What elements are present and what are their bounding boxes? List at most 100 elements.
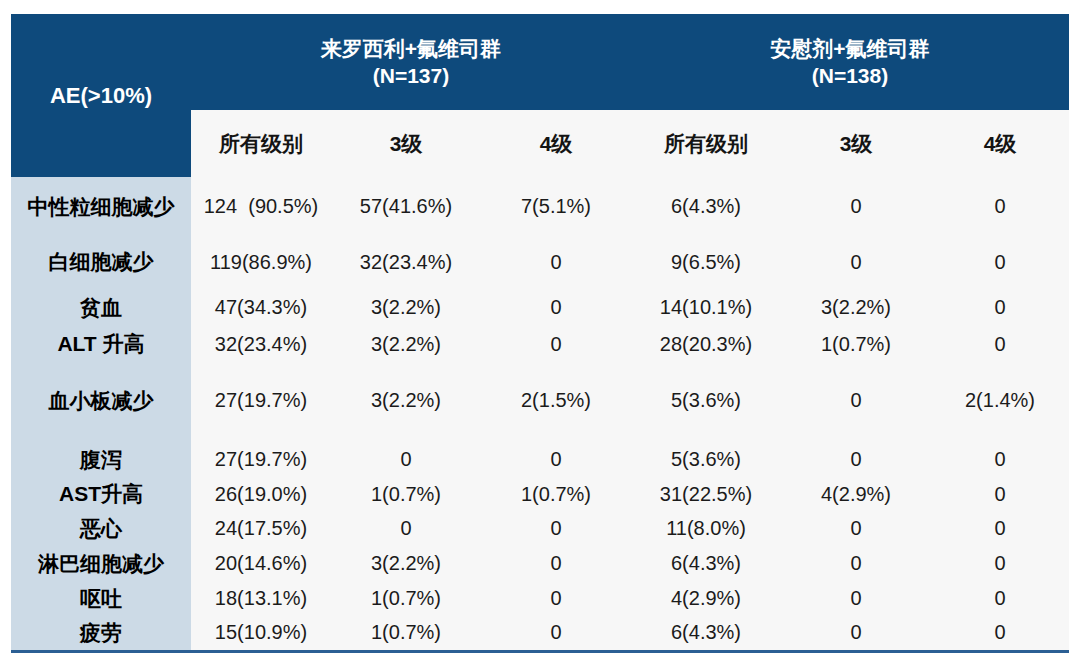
- ae-value-cell: 31(22.5%): [631, 477, 781, 511]
- ae-value-cell: 0: [481, 327, 631, 371]
- ae-value-cell: 0: [781, 616, 931, 651]
- ae-value-cell: 11(8.0%): [631, 511, 781, 546]
- table-row: 白细胞减少 119(86.9%) 32(23.4%) 0 9(6.5%) 0 0: [11, 236, 1069, 288]
- ae-value-cell: 1(0.7%): [331, 477, 481, 511]
- ae-value-cell: 15(10.9%): [191, 616, 331, 651]
- ae-value-cell: 27(19.7%): [191, 430, 331, 477]
- ae-row-label: 恶心: [11, 511, 191, 546]
- ae-row-label: 疲劳: [11, 616, 191, 651]
- ae-value-cell: 0: [781, 430, 931, 477]
- ae-value-cell: 1(0.7%): [331, 616, 481, 651]
- ae-value-cell: 1(0.7%): [331, 581, 481, 616]
- ae-value-cell: 3(2.2%): [781, 288, 931, 327]
- group-header-placebo-fulvestrant: 安慰剂+氟维司群 (N=138): [631, 14, 1069, 110]
- group-header-row: AE(>10%) 来罗西利+氟维司群 (N=137) 安慰剂+氟维司群 (N=1…: [11, 14, 1069, 110]
- ae-value-cell: 0: [931, 511, 1069, 546]
- ae-value-cell: 3(2.2%): [331, 288, 481, 327]
- ae-value-cell: 0: [331, 430, 481, 477]
- ae-value-cell: 6(4.3%): [631, 616, 781, 651]
- ae-value-cell: 4(2.9%): [631, 581, 781, 616]
- ae-value-cell: 5(3.6%): [631, 371, 781, 430]
- corner-header-ae: AE(>10%): [11, 14, 191, 177]
- ae-value-cell: 0: [331, 511, 481, 546]
- ae-value-cell: 0: [781, 546, 931, 581]
- ae-value-cell: 3(2.2%): [331, 327, 481, 371]
- ae-value-cell: 47(34.3%): [191, 288, 331, 327]
- ae-value-cell: 0: [931, 477, 1069, 511]
- ae-row-label: 腹泻: [11, 430, 191, 477]
- page: AE(>10%) 来罗西利+氟维司群 (N=137) 安慰剂+氟维司群 (N=1…: [0, 0, 1080, 666]
- table-row: 疲劳 15(10.9%) 1(0.7%) 0 6(4.3%) 0 0: [11, 616, 1069, 651]
- table-row: 血小板减少 27(19.7%) 3(2.2%) 2(1.5%) 5(3.6%) …: [11, 371, 1069, 430]
- adverse-events-table: AE(>10%) 来罗西利+氟维司群 (N=137) 安慰剂+氟维司群 (N=1…: [11, 14, 1069, 653]
- ae-value-cell: 0: [481, 546, 631, 581]
- ae-value-cell: 27(19.7%): [191, 371, 331, 430]
- table-row: 贫血 47(34.3%) 3(2.2%) 0 14(10.1%) 3(2.2%)…: [11, 288, 1069, 327]
- ae-row-label: 呕吐: [11, 581, 191, 616]
- ae-row-label: 淋巴细胞减少: [11, 546, 191, 581]
- ae-value-cell: 28(20.3%): [631, 327, 781, 371]
- ae-value-cell: 0: [781, 581, 931, 616]
- ae-value-cell: 0: [481, 236, 631, 288]
- ae-row-label: 白细胞减少: [11, 236, 191, 288]
- table-row: 恶心 24(17.5%) 0 0 11(8.0%) 0 0: [11, 511, 1069, 546]
- ae-value-cell: 2(1.4%): [931, 371, 1069, 430]
- group-header-letrociclib-fulvestrant: 来罗西利+氟维司群 (N=137): [191, 14, 631, 110]
- ae-value-cell: 20(14.6%): [191, 546, 331, 581]
- ae-row-label: 贫血: [11, 288, 191, 327]
- ae-value-cell: 0: [781, 177, 931, 236]
- ae-value-cell: 0: [931, 616, 1069, 651]
- ae-value-cell: 124 (90.5%): [191, 177, 331, 236]
- ae-value-cell: 7(5.1%): [481, 177, 631, 236]
- ae-value-cell: 9(6.5%): [631, 236, 781, 288]
- subheader-grade4-1: 4级: [481, 110, 631, 177]
- ae-row-label: 中性粒细胞减少: [11, 177, 191, 236]
- table-row: AST升高 26(19.0%) 1(0.7%) 1(0.7%) 31(22.5%…: [11, 477, 1069, 511]
- ae-value-cell: 0: [481, 616, 631, 651]
- ae-value-cell: 14(10.1%): [631, 288, 781, 327]
- subheader-all-grades-2: 所有级别: [631, 110, 781, 177]
- subheader-grade3-1: 3级: [331, 110, 481, 177]
- ae-value-cell: 24(17.5%): [191, 511, 331, 546]
- ae-value-cell: 32(23.4%): [331, 236, 481, 288]
- ae-value-cell: 6(4.3%): [631, 177, 781, 236]
- ae-value-cell: 0: [931, 236, 1069, 288]
- subheader-grade4-2: 4级: [931, 110, 1069, 177]
- group-n: (N=137): [191, 62, 631, 89]
- ae-value-cell: 0: [481, 288, 631, 327]
- group-n: (N=138): [631, 62, 1069, 89]
- ae-value-cell: 0: [781, 511, 931, 546]
- ae-row-label: ALT 升高: [11, 327, 191, 371]
- ae-value-cell: 3(2.2%): [331, 371, 481, 430]
- ae-value-cell: 0: [931, 581, 1069, 616]
- ae-value-cell: 1(0.7%): [781, 327, 931, 371]
- ae-value-cell: 32(23.4%): [191, 327, 331, 371]
- ae-value-cell: 0: [481, 430, 631, 477]
- ae-row-label: AST升高: [11, 477, 191, 511]
- ae-value-cell: 0: [781, 371, 931, 430]
- ae-value-cell: 0: [481, 581, 631, 616]
- ae-row-label: 血小板减少: [11, 371, 191, 430]
- table-row: ALT 升高 32(23.4%) 3(2.2%) 0 28(20.3%) 1(0…: [11, 327, 1069, 371]
- ae-value-cell: 119(86.9%): [191, 236, 331, 288]
- ae-value-cell: 0: [931, 327, 1069, 371]
- ae-value-cell: 1(0.7%): [481, 477, 631, 511]
- ae-value-cell: 2(1.5%): [481, 371, 631, 430]
- group-title: 来罗西利+氟维司群: [191, 35, 631, 62]
- ae-value-cell: 4(2.9%): [781, 477, 931, 511]
- subheader-all-grades-1: 所有级别: [191, 110, 331, 177]
- ae-value-cell: 26(19.0%): [191, 477, 331, 511]
- ae-value-cell: 5(3.6%): [631, 430, 781, 477]
- table-row: 淋巴细胞减少 20(14.6%) 3(2.2%) 0 6(4.3%) 0 0: [11, 546, 1069, 581]
- ae-value-cell: 18(13.1%): [191, 581, 331, 616]
- ae-value-cell: 6(4.3%): [631, 546, 781, 581]
- table-row: 腹泻 27(19.7%) 0 0 5(3.6%) 0 0: [11, 430, 1069, 477]
- table-row: 中性粒细胞减少 124 (90.5%) 57(41.6%) 7(5.1%) 6(…: [11, 177, 1069, 236]
- group-title: 安慰剂+氟维司群: [631, 35, 1069, 62]
- table-row: 呕吐 18(13.1%) 1(0.7%) 0 4(2.9%) 0 0: [11, 581, 1069, 616]
- subheader-grade3-2: 3级: [781, 110, 931, 177]
- ae-value-cell: 0: [931, 288, 1069, 327]
- ae-value-cell: 0: [781, 236, 931, 288]
- ae-value-cell: 0: [931, 546, 1069, 581]
- ae-value-cell: 0: [931, 430, 1069, 477]
